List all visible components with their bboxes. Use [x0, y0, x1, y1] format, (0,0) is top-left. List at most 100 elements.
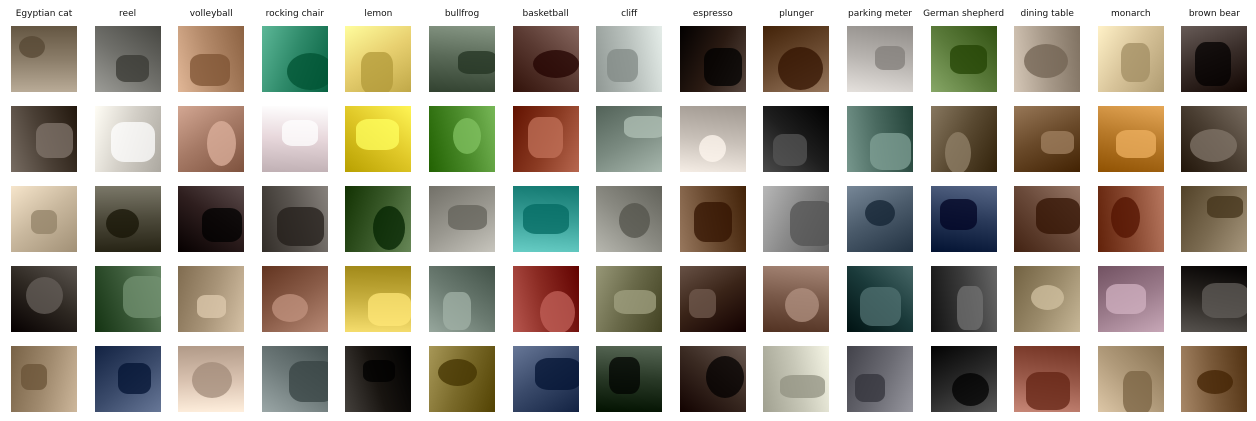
image-thumbnail: [680, 266, 746, 332]
photo-subject: [952, 373, 989, 406]
photo-subject: [1031, 285, 1064, 310]
image-thumbnail: [178, 346, 244, 412]
image-thumbnail: [1098, 346, 1164, 412]
photo-subject: [535, 358, 579, 390]
image-thumbnail: [931, 346, 997, 412]
image-thumbnail: [1181, 186, 1247, 252]
image-thumbnail: [847, 346, 913, 412]
photo-subject: [453, 118, 481, 154]
image-thumbnail: [1181, 26, 1247, 92]
image-thumbnail: [95, 186, 161, 252]
photo-subject: [26, 277, 63, 314]
image-thumbnail: [429, 186, 495, 252]
photo-subject: [31, 210, 57, 234]
photo-subject: [865, 200, 895, 226]
image-thumbnail: [513, 26, 579, 92]
photo-subject: [197, 295, 226, 318]
image-thumbnail: [178, 186, 244, 252]
image-thumbnail: [262, 346, 328, 412]
column-title: espresso: [692, 9, 733, 19]
image-thumbnail: [680, 106, 746, 172]
image-thumbnail: [847, 26, 913, 92]
image-thumbnail: [1014, 346, 1080, 412]
photo-subject: [689, 289, 716, 318]
image-thumbnail: [95, 266, 161, 332]
image-thumbnail: [513, 266, 579, 332]
photo-subject: [773, 134, 807, 166]
column-title: bullfrog: [444, 9, 480, 19]
image-thumbnail: [931, 186, 997, 252]
photo-subject: [1111, 197, 1140, 238]
column-title: volleyball: [189, 9, 233, 19]
image-thumbnail: [513, 186, 579, 252]
photo-subject: [780, 375, 825, 398]
column-title: dining table: [1020, 9, 1074, 19]
photo-subject: [624, 116, 662, 138]
column-title: lemon: [364, 9, 393, 19]
image-thumbnail: [847, 266, 913, 332]
photo-subject: [1041, 131, 1074, 154]
photo-subject: [106, 209, 139, 238]
column-title: reel: [119, 9, 137, 19]
photo-subject: [950, 45, 987, 74]
image-thumbnail: [1181, 346, 1247, 412]
photo-subject: [1197, 370, 1233, 394]
photo-subject: [1026, 372, 1070, 410]
image-thumbnail: [680, 346, 746, 412]
column-title: monarch: [1110, 9, 1151, 19]
photo-subject: [1121, 43, 1150, 82]
photo-subject: [116, 55, 149, 82]
image-thumbnail: [429, 266, 495, 332]
image-thumbnail: [680, 186, 746, 252]
image-thumbnail: [596, 106, 662, 172]
photo-subject: [192, 362, 232, 398]
image-thumbnail: [1098, 266, 1164, 332]
image-thumbnail: [11, 346, 77, 412]
image-thumbnail: [262, 186, 328, 252]
photo-subject: [870, 133, 911, 170]
image-thumbnail: [763, 346, 829, 412]
image-thumbnail: [763, 266, 829, 332]
photo-subject: [277, 207, 324, 246]
image-thumbnail: [596, 266, 662, 332]
photo-subject: [855, 374, 885, 402]
image-thumbnail: [95, 26, 161, 92]
image-thumbnail: [763, 186, 829, 252]
image-thumbnail: [931, 26, 997, 92]
photo-subject: [1106, 284, 1146, 314]
image-thumbnail: [178, 26, 244, 92]
image-thumbnail: [1181, 266, 1247, 332]
image-thumbnail: [11, 26, 77, 92]
photo-subject: [785, 288, 819, 322]
photo-subject: [373, 206, 405, 250]
image-thumbnail: [513, 106, 579, 172]
image-thumbnail: [345, 346, 411, 412]
image-thumbnail: [95, 346, 161, 412]
column-title: plunger: [779, 9, 814, 19]
image-thumbnail: [262, 266, 328, 332]
photo-subject: [190, 54, 230, 86]
photo-subject: [289, 361, 328, 402]
photo-subject: [540, 291, 575, 332]
photo-subject: [940, 199, 977, 230]
photo-subject: [282, 120, 318, 146]
column-title: German shepherd: [923, 9, 1005, 19]
image-thumbnail: [262, 106, 328, 172]
photo-subject: [1036, 198, 1080, 234]
photo-subject: [609, 357, 640, 394]
photo-subject: [694, 202, 732, 242]
image-thumbnail: [429, 26, 495, 92]
image-thumbnail: [1014, 26, 1080, 92]
photo-subject: [19, 36, 45, 58]
photo-subject: [118, 363, 151, 394]
photo-subject: [361, 52, 393, 92]
photo-subject: [706, 356, 744, 398]
photo-subject: [207, 121, 236, 166]
image-thumbnail: [596, 346, 662, 412]
image-thumbnail: [95, 106, 161, 172]
column-title: Egyptian cat: [15, 9, 73, 19]
photo-subject: [523, 204, 569, 234]
photo-subject: [1123, 371, 1152, 412]
column-title: cliff: [621, 9, 638, 19]
